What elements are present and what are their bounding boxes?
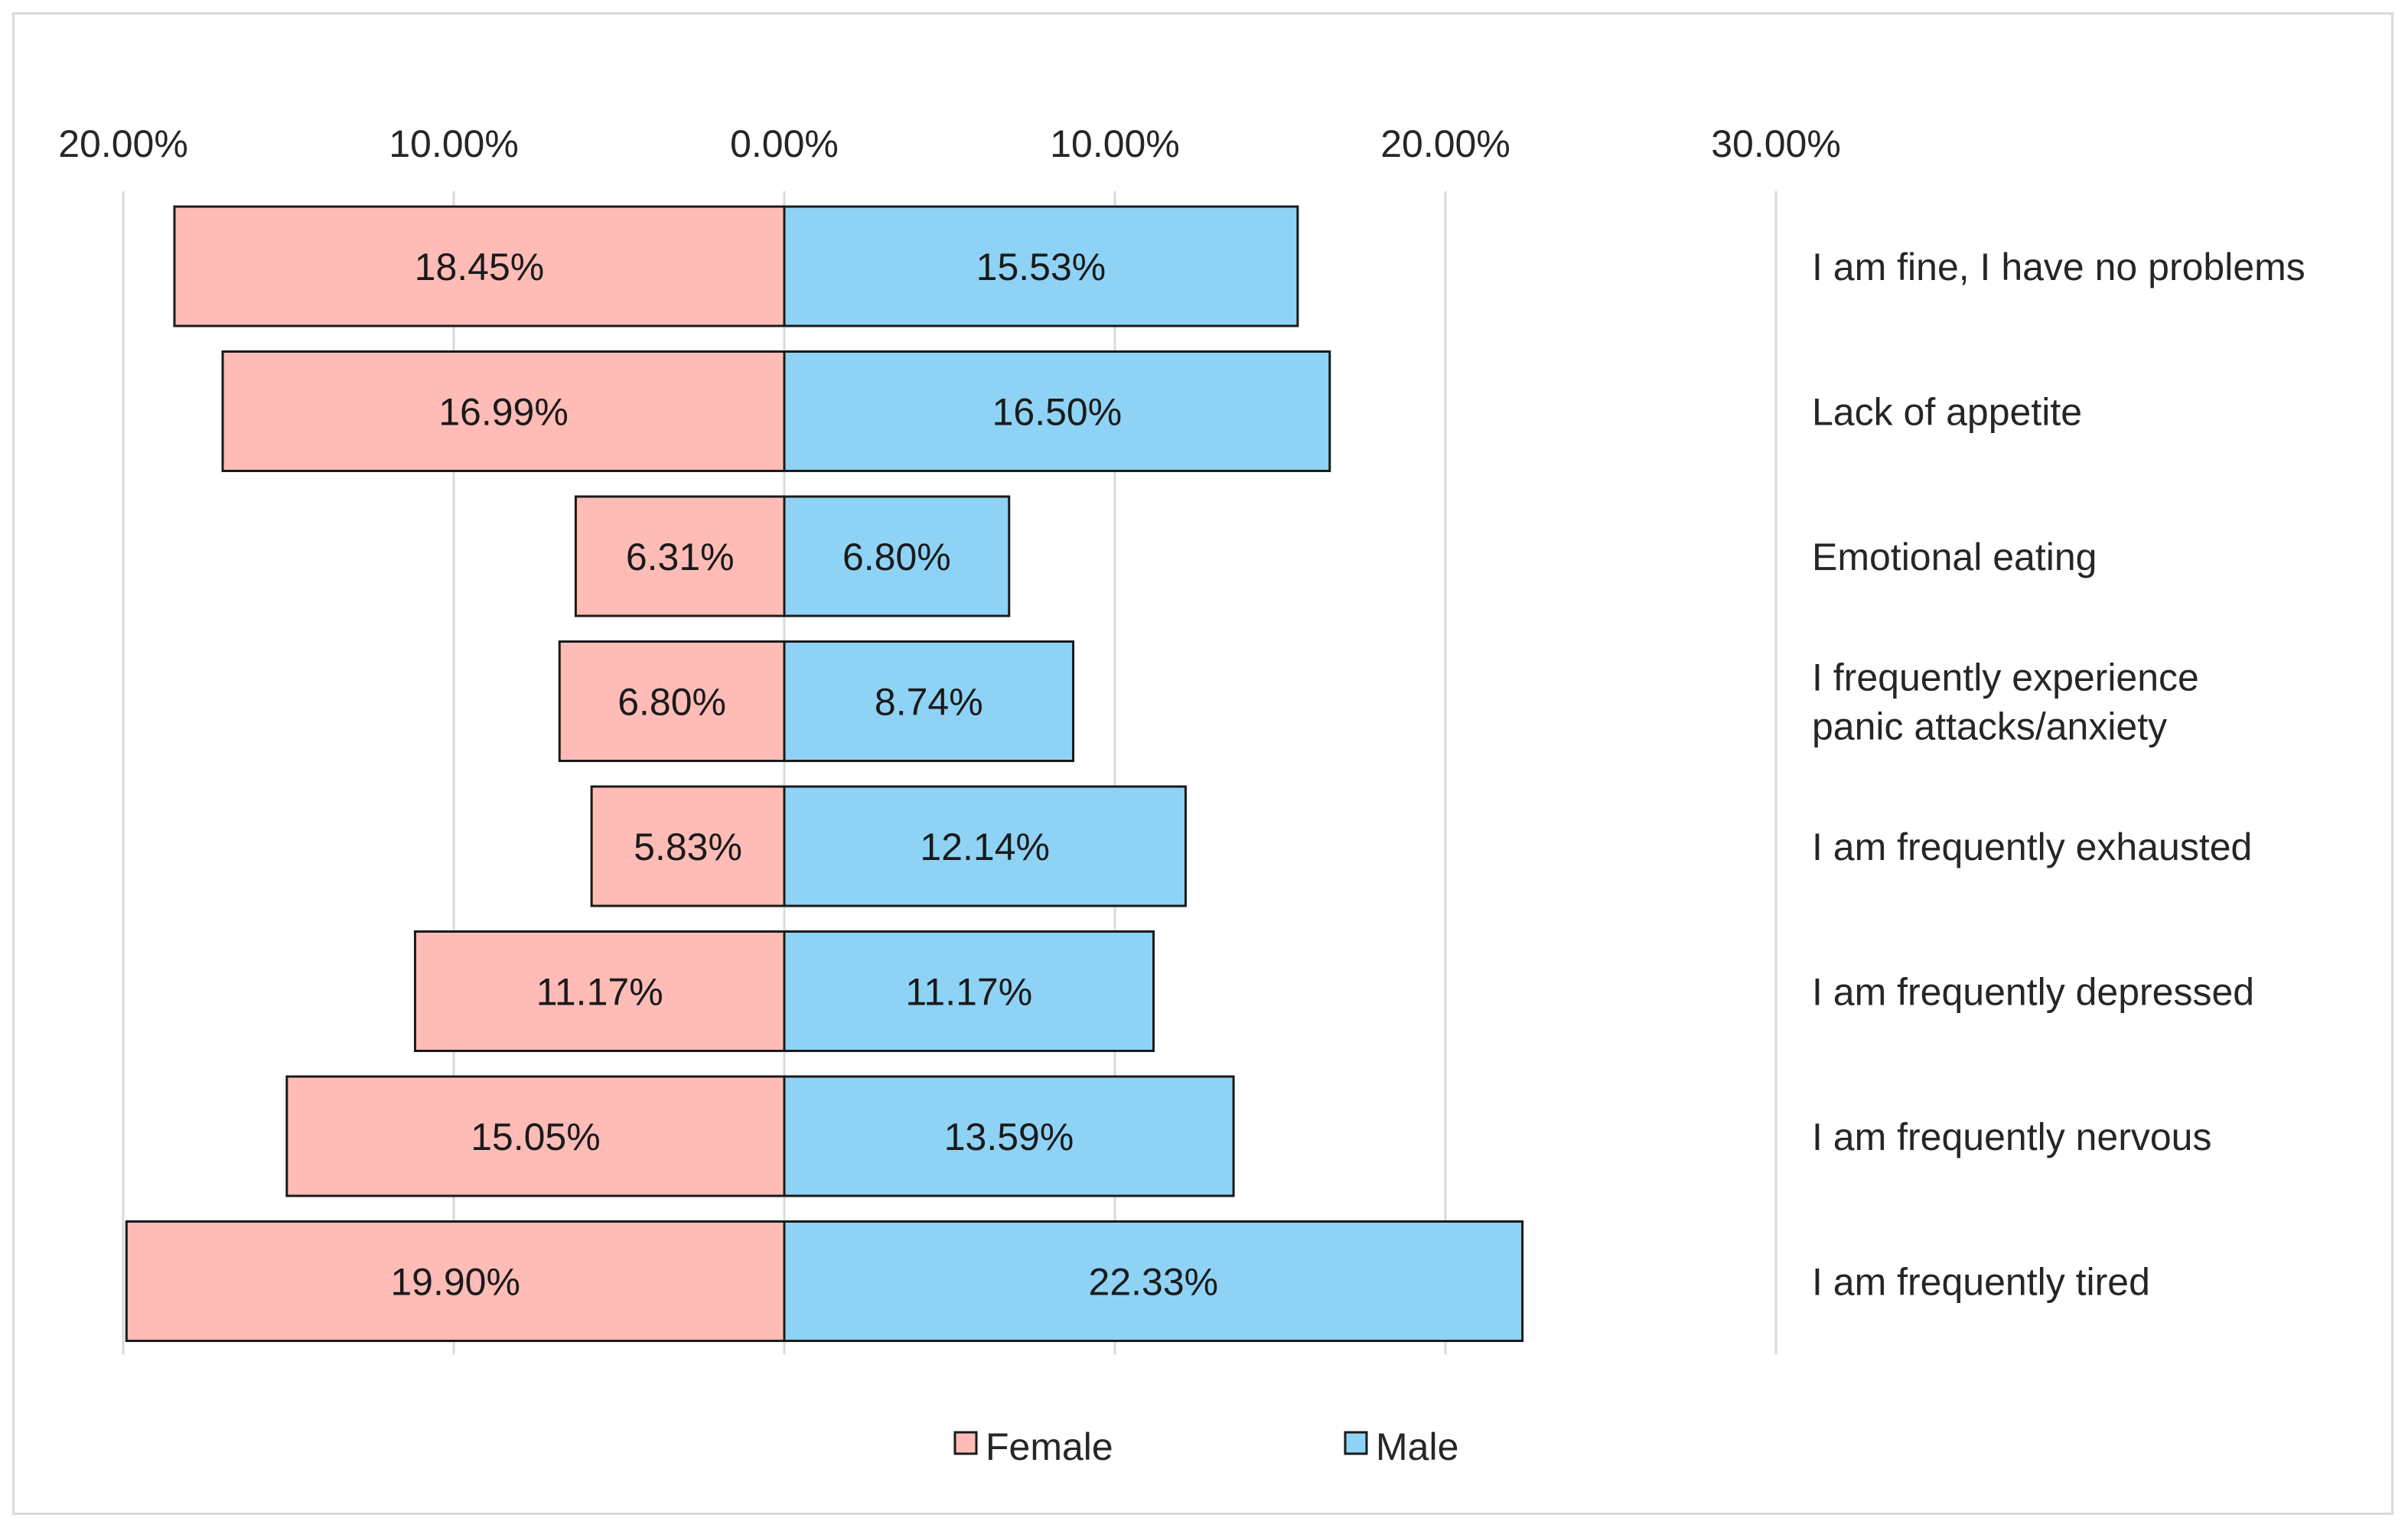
data-label-female: 19.90% (390, 1261, 520, 1304)
x-tick-label: 20.00% (58, 122, 188, 165)
data-label-male: 11.17% (905, 971, 1032, 1014)
category-label: I frequently experience (1812, 656, 2199, 699)
bar-female (285, 1075, 786, 1197)
bar-male (783, 350, 1331, 472)
data-label-female: 6.31% (626, 536, 735, 578)
category-label: Emotional eating (1812, 536, 2097, 578)
legend-swatch-male (1344, 1431, 1368, 1455)
category-label: I am frequently depressed (1812, 971, 2254, 1014)
category-label: I am frequently nervous (1812, 1116, 2212, 1158)
bar-male (783, 1075, 1235, 1197)
bar-female (413, 930, 786, 1052)
legend-swatch-female (953, 1431, 978, 1455)
data-label-male: 15.53% (976, 246, 1106, 288)
x-axis-ticks: 20.00% 10.00% 0.00% 10.00% 20.00% 30.00% (58, 122, 1841, 165)
x-tick-label: 30.00% (1711, 122, 1841, 165)
category-label: panic attacks/anxiety (1812, 705, 2167, 748)
bar-female (590, 785, 786, 907)
data-label-male: 16.50% (992, 391, 1123, 434)
data-label-female: 18.45% (415, 246, 545, 288)
bar-male (783, 495, 1011, 617)
x-tick-label: 20.00% (1380, 122, 1510, 165)
x-tick-label: 10.00% (389, 122, 519, 165)
legend-label-female: Female (986, 1425, 1113, 1468)
data-label-male: 8.74% (875, 681, 983, 724)
legend-label-male: Male (1376, 1425, 1458, 1468)
bar-female (221, 350, 786, 472)
bar-male (783, 1220, 1524, 1342)
bar-female (558, 640, 786, 762)
data-label-male: 12.14% (920, 826, 1050, 868)
category-label: I am frequently exhausted (1812, 826, 2252, 868)
bar-female (574, 495, 786, 617)
data-label-female: 11.17% (536, 971, 663, 1014)
x-tick-label: 10.00% (1050, 122, 1180, 165)
bars (125, 205, 1524, 1342)
category-label: I am fine, I have no problems (1812, 246, 2305, 288)
bar-male (783, 785, 1187, 907)
category-label: Lack of appetite (1812, 391, 2082, 434)
x-tick-label: 0.00% (730, 122, 839, 165)
data-label-male: 22.33% (1089, 1261, 1219, 1304)
legend: Female Male (953, 1425, 1458, 1468)
data-label-male: 6.80% (842, 536, 951, 578)
data-label-female: 16.99% (438, 391, 569, 434)
data-label-female: 6.80% (617, 681, 726, 724)
bar-male (783, 640, 1075, 762)
data-label-female: 15.05% (471, 1116, 601, 1158)
bar-male (783, 930, 1155, 1052)
data-label-female: 5.83% (634, 826, 742, 868)
bar-male (783, 205, 1299, 327)
data-label-male: 13.59% (944, 1116, 1074, 1158)
data-labels: 18.45% 15.53% 16.99% 16.50% 6.31% 6.80% 6.80% 8… (390, 246, 1218, 1304)
category-labels: I am fine, I have no problems Lack of app… (1812, 246, 2305, 1304)
category-label: I am frequently tired (1812, 1261, 2150, 1304)
